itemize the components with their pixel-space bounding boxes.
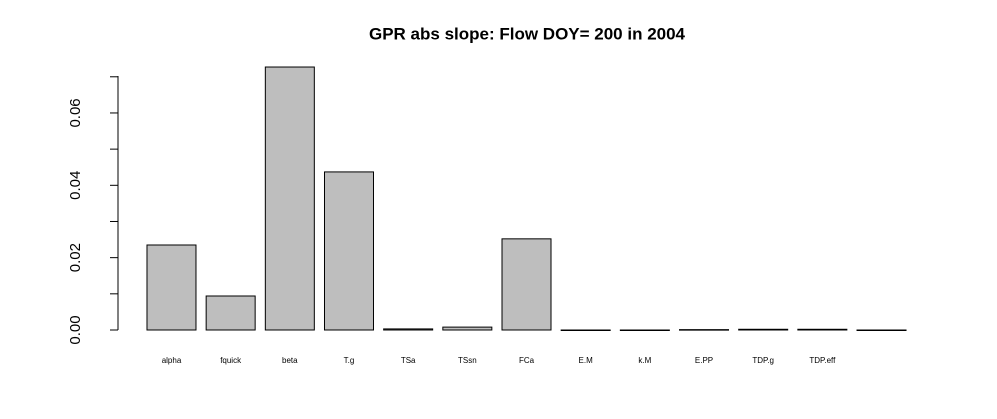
x-tick-label: T.g bbox=[344, 356, 355, 365]
chart-title: GPR abs slope: Flow DOY= 200 in 2004 bbox=[369, 24, 686, 43]
bar bbox=[442, 326, 493, 331]
x-tick-label: TSa bbox=[401, 356, 416, 365]
y-tick-label: 0.06 bbox=[67, 98, 84, 127]
y-tick-label: 0.00 bbox=[67, 315, 84, 344]
bar bbox=[146, 244, 197, 331]
bar bbox=[738, 328, 789, 331]
bar bbox=[679, 329, 730, 331]
bar bbox=[501, 238, 552, 331]
x-tick-label: FCa bbox=[519, 356, 535, 365]
x-tick-label: fquick bbox=[220, 356, 242, 365]
x-tick-label: E.PP bbox=[695, 356, 713, 365]
bar bbox=[856, 329, 907, 331]
x-tick-label: TSsn bbox=[458, 356, 477, 365]
x-tick-label: alpha bbox=[162, 356, 182, 365]
x-tick-label: TDP.eff bbox=[809, 356, 836, 365]
y-tick-label: 0.02 bbox=[67, 243, 84, 272]
bar bbox=[619, 329, 670, 331]
bar bbox=[797, 328, 848, 331]
bar bbox=[323, 171, 374, 331]
y-tick-label: 0.04 bbox=[67, 171, 84, 200]
bar bbox=[205, 295, 256, 331]
bar bbox=[264, 66, 315, 331]
x-tick-label: TDP.g bbox=[752, 356, 774, 365]
x-tick-label: k.M bbox=[638, 356, 651, 365]
x-tick-label: E.M bbox=[579, 356, 594, 365]
bar bbox=[383, 328, 434, 331]
x-tick-label: beta bbox=[282, 356, 298, 365]
bar bbox=[560, 329, 611, 331]
